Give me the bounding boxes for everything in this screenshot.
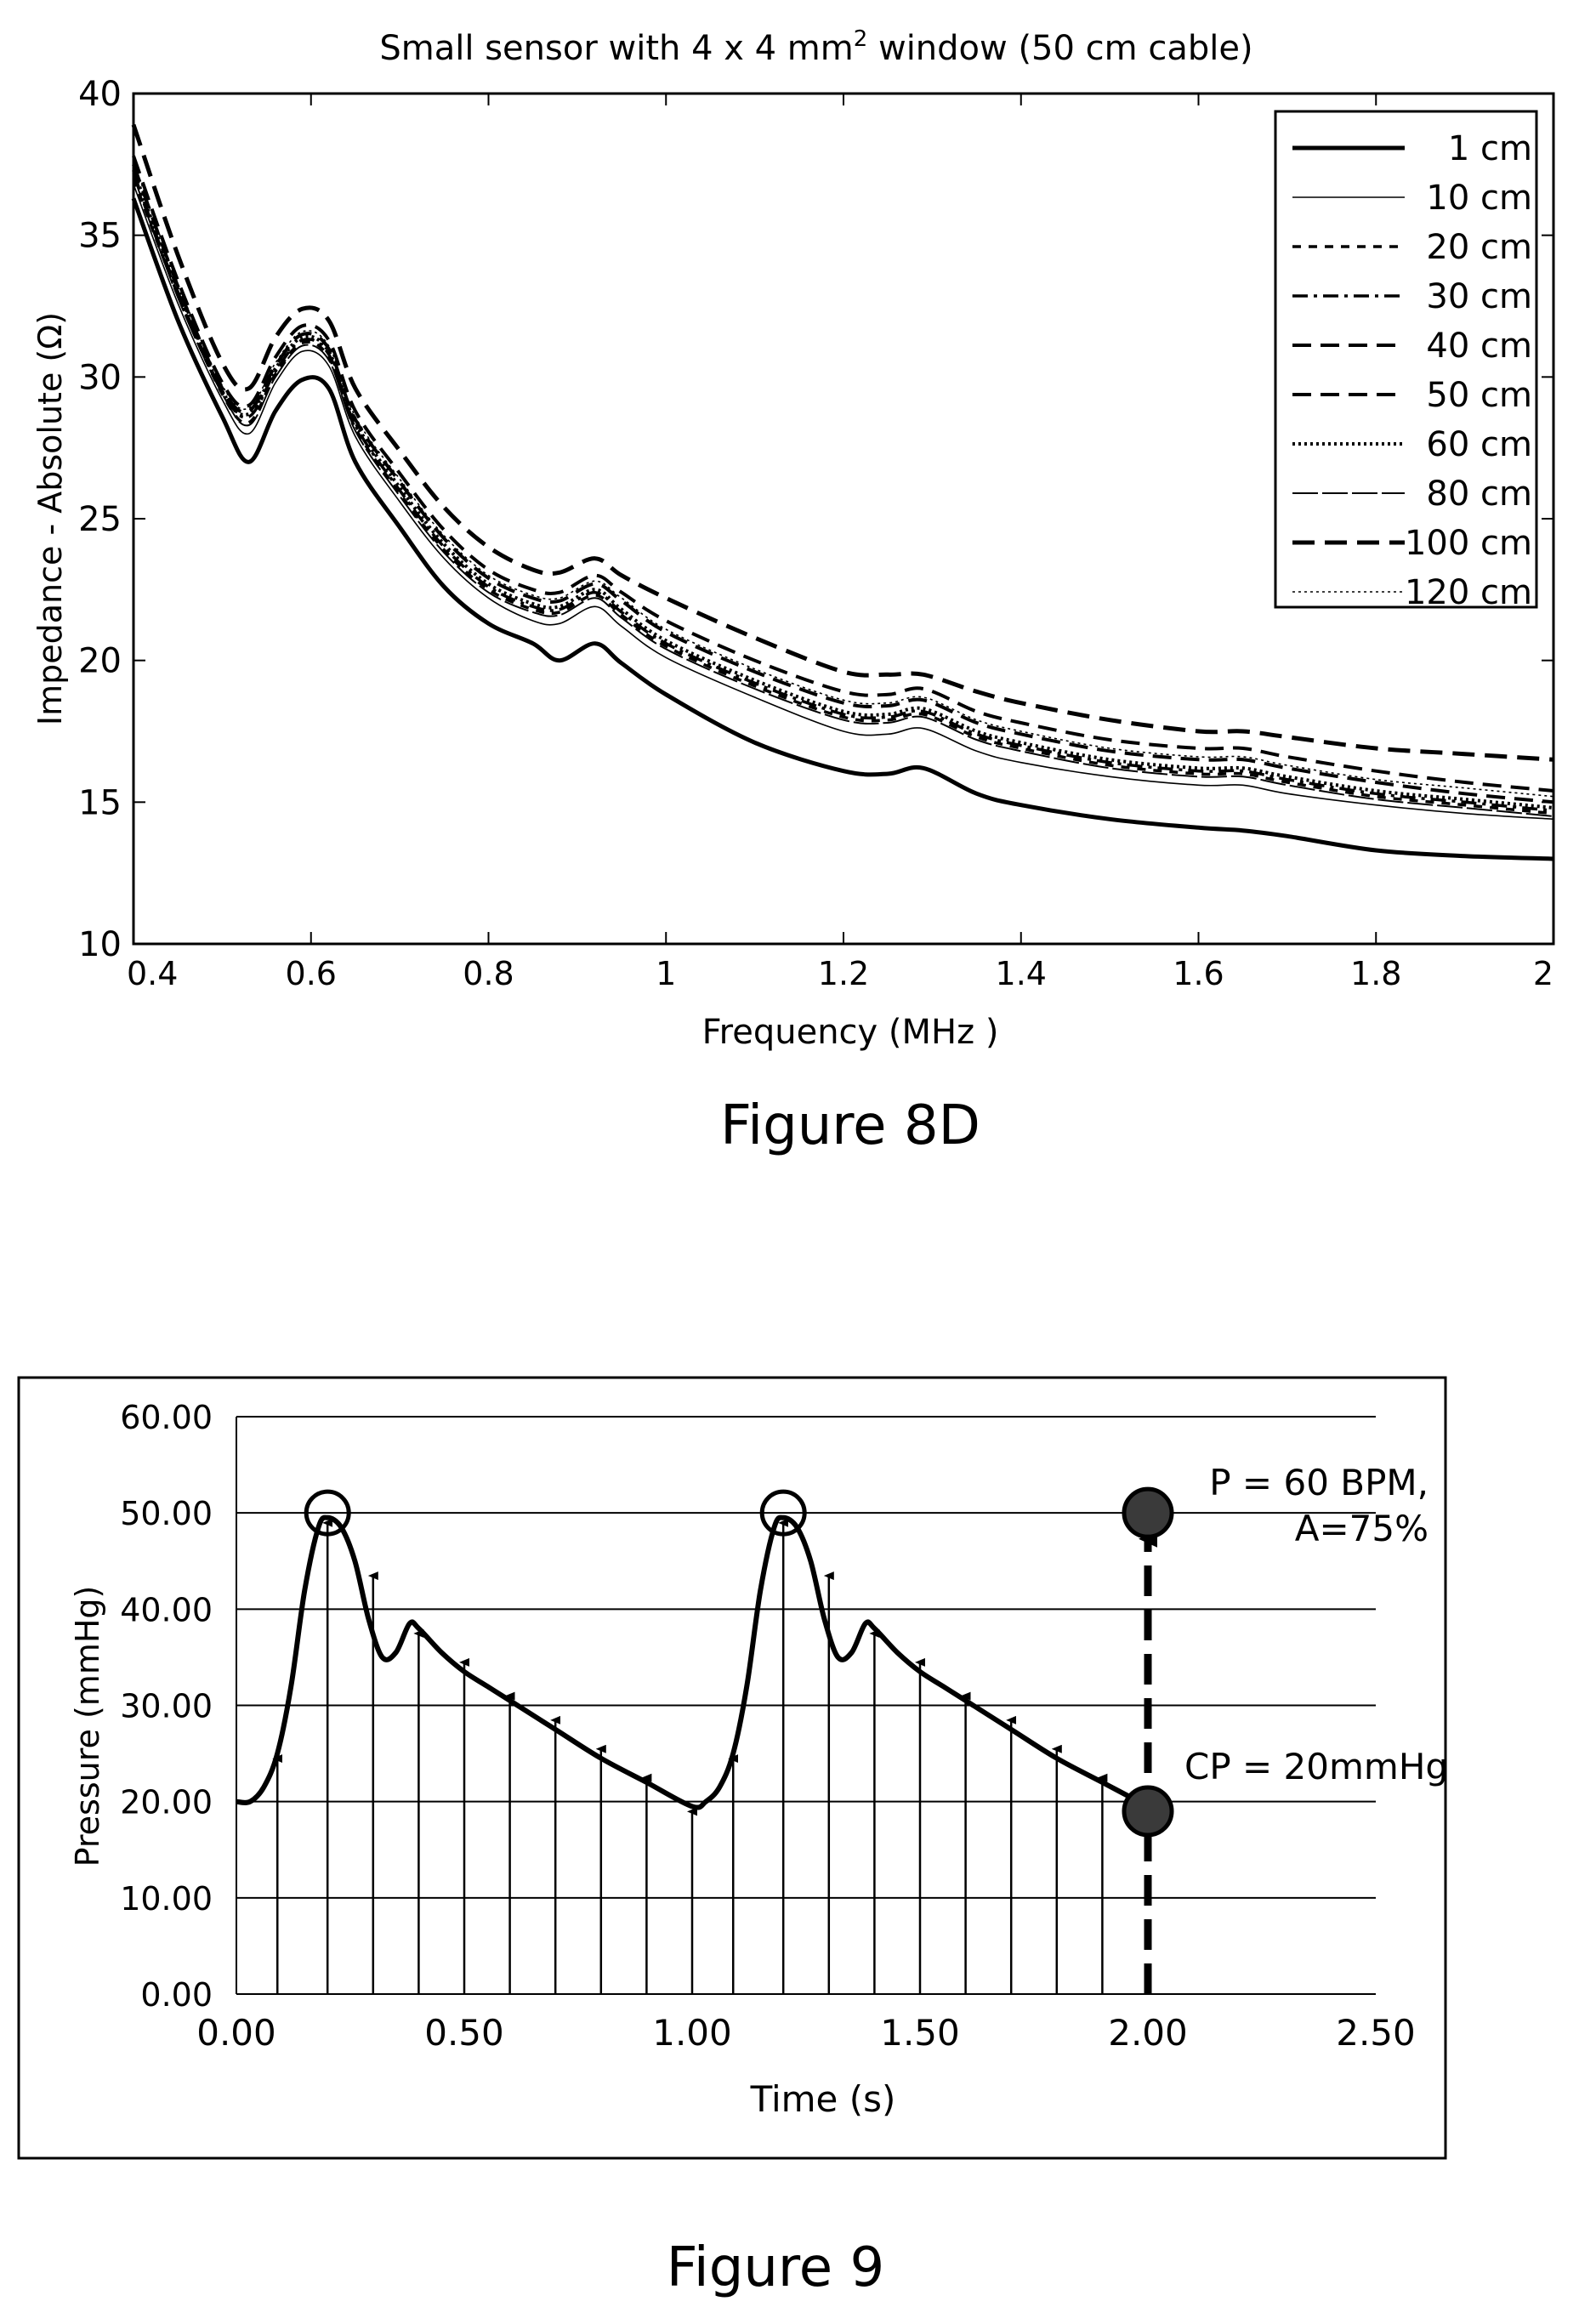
y-tick-label: 40 xyxy=(78,75,122,114)
legend-label: 30 cm xyxy=(1426,277,1532,316)
y-tick-label: 20 xyxy=(78,642,122,681)
pressure-curve xyxy=(236,1514,1150,1810)
y-tick-label: 30 xyxy=(78,358,122,397)
x-tick-label: 1.8 xyxy=(1350,955,1401,992)
chart-title: Small sensor with 4 x 4 mm2 window (50 c… xyxy=(379,26,1252,68)
legend-label: 120 cm xyxy=(1405,573,1532,612)
y-tick-label: 0.00 xyxy=(140,1976,213,2014)
legend-label: 100 cm xyxy=(1405,524,1532,563)
y-tick-label: 10.00 xyxy=(120,1880,213,1918)
annotation-contact-pressure: CP = 20mmHg xyxy=(1184,1746,1448,1787)
x-tick-label: 1 xyxy=(656,955,676,992)
y-tick-label: 50.00 xyxy=(120,1495,213,1532)
series-line-80-cm xyxy=(133,175,1554,817)
series-lines xyxy=(131,123,1554,861)
x-tick-label: 0.6 xyxy=(286,955,337,992)
filled-marker xyxy=(1122,1486,1174,1539)
legend-label: 80 cm xyxy=(1426,474,1532,514)
y-tick-label: 15 xyxy=(78,783,122,822)
x-tick-label: 2.50 xyxy=(1336,2012,1416,2054)
y-tick-label: 60.00 xyxy=(120,1399,213,1436)
annotation-rate: P = 60 BPM, xyxy=(1209,1462,1428,1503)
x-tick-label: 1.00 xyxy=(652,2012,732,2054)
x-tick-label: 1.50 xyxy=(880,2012,960,2054)
series-line-120-cm xyxy=(133,161,1554,798)
markers xyxy=(304,1486,1174,1994)
axis-ticks: 0.4 0.6 0.8 1 1.2 1.4 1.6 1.8 2 10 15 20 25 30 35 40 xyxy=(78,75,1554,992)
x-tick-label: 2 xyxy=(1533,955,1553,992)
x-tick-label: 1.6 xyxy=(1173,955,1224,992)
y-tick-label: 35 xyxy=(78,217,122,256)
sample-arrows xyxy=(272,1518,1108,1994)
open-marker xyxy=(304,1489,351,1537)
series-line-10-cm xyxy=(133,184,1554,821)
series-line-100-cm xyxy=(131,123,1554,762)
x-tick-label: 0.8 xyxy=(463,955,514,992)
series-line-60-cm xyxy=(132,169,1554,810)
y-axis-label: Pressure (mmHg) xyxy=(69,1586,106,1867)
x-tick-label: 2.00 xyxy=(1108,2012,1188,2054)
series-line-50-cm xyxy=(132,155,1554,793)
x-tick-label: 0.4 xyxy=(127,955,178,992)
legend: 1 cm 10 cm 20 cm 30 cm 40 cm 50 cm 60 cm 80 cm 1… xyxy=(1274,110,1538,612)
filled-marker xyxy=(1122,1785,1174,1838)
x-tick-label: 0.00 xyxy=(196,2012,276,2054)
figure-8d-chart: Small sensor with 4 x 4 mm2 window (50 c… xyxy=(31,26,1555,1157)
grid-lines xyxy=(236,1416,1376,1995)
y-tick-label: 10 xyxy=(78,925,122,964)
x-axis-label: Time (s) xyxy=(750,2078,896,2120)
chart-frame xyxy=(17,1376,1447,2160)
annotation-amplitude: A=75% xyxy=(1295,1508,1428,1549)
legend-label: 50 cm xyxy=(1426,376,1532,415)
axis-ticks: 0.00 10.00 20.00 30.00 40.00 50.00 60.00 0.00 0.… xyxy=(120,1399,1416,2054)
y-axis-label: Impedance - Absolute (Ω) xyxy=(31,312,69,725)
legend-label: 1 cm xyxy=(1448,129,1532,168)
open-marker xyxy=(759,1489,807,1537)
x-tick-label: 1.2 xyxy=(818,955,869,992)
legend-label: 20 cm xyxy=(1426,228,1532,267)
legend-box xyxy=(1274,110,1538,609)
legend-label: 40 cm xyxy=(1426,327,1532,366)
y-tick-label: 25 xyxy=(78,500,122,539)
series-line-1-cm xyxy=(131,197,1554,861)
pressure-waveform xyxy=(236,1514,1150,1810)
figure-caption: Figure 8D xyxy=(720,1094,980,1157)
x-tick-label: 0.50 xyxy=(424,2012,504,2054)
y-tick-label: 30.00 xyxy=(120,1688,213,1725)
y-tick-label: 40.00 xyxy=(120,1591,213,1628)
figure-9-chart: 0.00 10.00 20.00 30.00 40.00 50.00 60.00 0.00 0.… xyxy=(17,1376,1448,2299)
legend-label: 10 cm xyxy=(1426,179,1532,218)
legend-label: 60 cm xyxy=(1426,425,1532,464)
figure-caption: Figure 9 xyxy=(667,2236,884,2299)
x-tick-label: 1.4 xyxy=(996,955,1047,992)
y-tick-label: 20.00 xyxy=(120,1784,213,1821)
x-axis-label: Frequency (MHz ) xyxy=(702,1013,999,1052)
